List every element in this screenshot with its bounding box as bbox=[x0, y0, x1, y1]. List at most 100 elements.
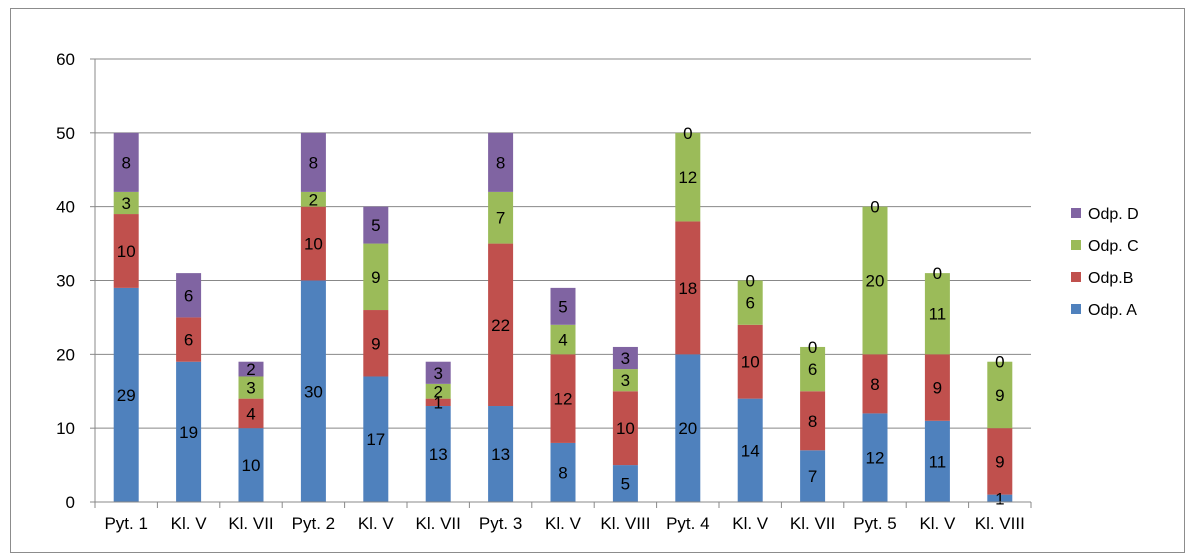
bar-segment bbox=[488, 406, 514, 502]
bar-segment bbox=[488, 191, 514, 244]
bar-segment bbox=[238, 376, 264, 399]
bar-segment bbox=[300, 206, 326, 281]
data-label: 11 bbox=[929, 305, 947, 324]
legend-swatch bbox=[1071, 304, 1081, 314]
bar-segment bbox=[987, 494, 1013, 502]
bar-segment bbox=[425, 361, 451, 384]
bar-segment bbox=[675, 354, 701, 502]
x-tick-label: Kl. VII bbox=[790, 514, 835, 533]
bar-segment bbox=[550, 324, 576, 355]
data-label: 0 bbox=[995, 353, 1004, 372]
data-label: 0 bbox=[870, 198, 879, 217]
bars bbox=[113, 132, 1013, 502]
x-tick-label: Pyt. 4 bbox=[666, 514, 709, 533]
data-label: 12 bbox=[866, 449, 885, 468]
bar-segment bbox=[238, 428, 264, 502]
data-label: 7 bbox=[496, 209, 505, 228]
bar-segment bbox=[987, 428, 1013, 495]
bar-segment bbox=[238, 398, 264, 429]
bar-segment bbox=[737, 398, 763, 502]
bar-segment bbox=[612, 465, 638, 502]
bar-segment bbox=[425, 406, 451, 502]
data-label: 20 bbox=[866, 272, 885, 291]
bar-segment bbox=[862, 413, 888, 502]
bar-segment bbox=[612, 391, 638, 466]
stacked-bar-chart: 2910381966104323010281799513123132278812… bbox=[56, 50, 1139, 533]
data-label: 2 bbox=[246, 360, 255, 379]
bar-segment bbox=[363, 243, 389, 311]
y-tick-label: 60 bbox=[56, 50, 75, 69]
data-label: 6 bbox=[184, 331, 193, 350]
bar-segment bbox=[176, 317, 202, 362]
x-tick-label: Kl. V bbox=[545, 514, 582, 533]
bar-segment bbox=[550, 287, 576, 325]
x-tick-label: Pyt. 1 bbox=[104, 514, 147, 533]
data-label: 9 bbox=[995, 452, 1004, 471]
x-tick-label: Pyt. 5 bbox=[853, 514, 896, 533]
bar-segment bbox=[675, 221, 701, 355]
data-label: 8 bbox=[808, 412, 817, 431]
bar-segment bbox=[300, 191, 326, 207]
data-label: 10 bbox=[741, 353, 760, 372]
bar-segment bbox=[987, 361, 1013, 429]
legend: Odp. D Odp. C Odp.B Odp. A bbox=[1071, 206, 1139, 319]
chart-frame: 29 10 3 8 19 6 6 10 4 3 2 30 10 2 8 17 9 9 5 13 1 2 3 13 22 7 8 8 12… bbox=[10, 8, 1185, 553]
data-label: 9 bbox=[933, 379, 942, 398]
data-label: 5 bbox=[621, 475, 630, 494]
x-tick-label: Kl. VII bbox=[416, 514, 461, 533]
bar-segment bbox=[425, 398, 451, 407]
data-label: 29 bbox=[117, 386, 136, 405]
bar-segment bbox=[113, 191, 139, 215]
bar-segment bbox=[488, 243, 514, 407]
legend-swatch bbox=[1071, 208, 1081, 218]
data-label: 14 bbox=[741, 441, 760, 460]
bar-segment bbox=[612, 346, 638, 370]
x-tick-label: Kl. V bbox=[358, 514, 395, 533]
data-label: 2 bbox=[433, 382, 442, 401]
data-label: 10 bbox=[304, 235, 323, 254]
data-label: 4 bbox=[246, 404, 255, 423]
legend-label: Odp. C bbox=[1088, 238, 1139, 255]
data-label: 1 bbox=[433, 393, 442, 412]
data-label: 9 bbox=[995, 386, 1004, 405]
legend-label: Odp. A bbox=[1088, 302, 1137, 319]
data-label: 3 bbox=[246, 379, 255, 398]
data-label: 8 bbox=[121, 153, 130, 172]
bar-segment bbox=[363, 206, 389, 244]
x-tick-label: Kl. V bbox=[919, 514, 956, 533]
bar-segment bbox=[800, 391, 826, 451]
data-label: 22 bbox=[491, 316, 510, 335]
data-label: 18 bbox=[678, 279, 697, 298]
bar-segment bbox=[300, 132, 326, 192]
bar-segment bbox=[737, 324, 763, 399]
x-tick-label: Kl. VII bbox=[228, 514, 273, 533]
data-label: 8 bbox=[496, 153, 505, 172]
data-label: 2 bbox=[309, 190, 318, 209]
bar-segment bbox=[862, 206, 888, 355]
data-label: 3 bbox=[433, 364, 442, 383]
data-label: 3 bbox=[121, 194, 130, 213]
x-tick-label: Kl. VIII bbox=[975, 514, 1025, 533]
bar-segment bbox=[550, 442, 576, 502]
data-label: 1 bbox=[995, 489, 1004, 508]
x-tick-label: Pyt. 3 bbox=[479, 514, 522, 533]
bar-segment bbox=[862, 354, 888, 414]
y-tick-label: 0 bbox=[66, 493, 75, 512]
data-label: 4 bbox=[558, 331, 567, 350]
y-tick-label: 20 bbox=[56, 345, 75, 364]
bar-segment bbox=[612, 369, 638, 392]
bar-segment bbox=[800, 346, 826, 392]
bar-segment bbox=[363, 310, 389, 377]
data-label: 11 bbox=[929, 452, 947, 471]
data-label: 10 bbox=[117, 242, 136, 261]
data-label: 13 bbox=[491, 445, 510, 464]
bar-segment bbox=[113, 287, 139, 502]
data-label: 13 bbox=[429, 445, 448, 464]
data-label: 12 bbox=[678, 168, 697, 187]
data-label: 5 bbox=[371, 216, 380, 235]
bar-segment bbox=[924, 354, 950, 421]
data-label: 8 bbox=[870, 375, 879, 394]
bar-segment bbox=[800, 450, 826, 502]
data-label: 0 bbox=[745, 272, 754, 291]
data-label: 10 bbox=[616, 419, 635, 438]
